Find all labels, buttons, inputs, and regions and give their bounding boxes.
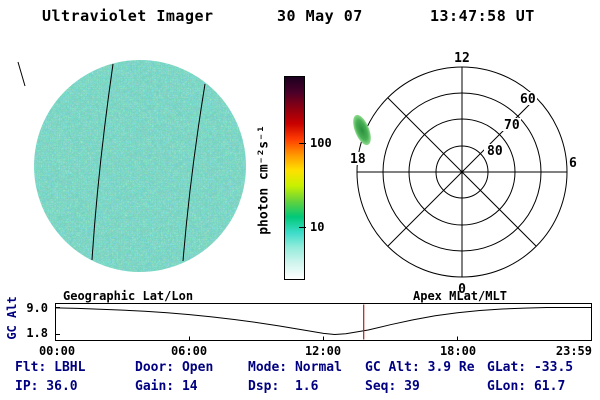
colorbar-tick-100: 100 bbox=[310, 136, 332, 150]
apex-polar-plot: 12 18 6 0 60 70 80 bbox=[350, 51, 577, 297]
mlat-label-80: 80 bbox=[487, 144, 503, 159]
colorbar-gradient bbox=[284, 76, 305, 280]
uv-disk-image bbox=[17, 60, 246, 272]
mlat-label-70: 70 bbox=[504, 118, 520, 133]
gc-alt-curve bbox=[55, 307, 592, 336]
ytick-9: 9.0 bbox=[26, 301, 48, 315]
xtick-0000: 00:00 bbox=[38, 344, 76, 358]
status-glon: GLon: 61.7 bbox=[487, 379, 566, 394]
status-mode: Mode: Normal bbox=[248, 360, 342, 375]
colorbar-tickmark-10 bbox=[299, 227, 306, 228]
meridian-line-2 bbox=[182, 83, 206, 262]
limb-tick-mark bbox=[17, 61, 26, 87]
xtick-1800: 18:00 bbox=[439, 344, 477, 358]
status-glat: GLat: -33.5 bbox=[487, 360, 574, 375]
header-date: 30 May 07 bbox=[277, 7, 363, 25]
gc-alt-chart bbox=[55, 303, 592, 341]
mlt-label-12: 12 bbox=[454, 51, 470, 66]
status-dsp: Dsp: 1.6 bbox=[248, 379, 319, 394]
auroral-emission-patch bbox=[353, 114, 371, 146]
app-title: Ultraviolet Imager bbox=[42, 7, 214, 25]
xtick-1200: 12:00 bbox=[304, 344, 342, 358]
status-ip: IP: 36.0 bbox=[15, 379, 78, 394]
status-gain: Gain: 14 bbox=[135, 379, 198, 394]
ytick-18: 1.8 bbox=[26, 326, 48, 340]
colorbar-tickmark-100 bbox=[299, 143, 306, 144]
mlt-label-0: 0 bbox=[458, 282, 466, 297]
mlt-label-18: 18 bbox=[350, 152, 366, 167]
colorbar-tick-10: 10 bbox=[310, 220, 325, 234]
mlt-label-6: 6 bbox=[569, 156, 577, 171]
xtick-2359: 23:59 bbox=[555, 344, 592, 358]
strip-right-title: Apex MLat/MLT bbox=[413, 289, 507, 303]
colorbar-units-label: photon cm⁻²s⁻¹ bbox=[256, 125, 272, 235]
status-gc-alt: GC Alt: 3.9 Re bbox=[365, 360, 475, 375]
axis-ticks bbox=[55, 307, 592, 340]
meridian-line-1 bbox=[91, 63, 114, 261]
header-time: 13:47:58 UT bbox=[430, 7, 535, 25]
strip-left-title: Geographic Lat/Lon bbox=[63, 289, 194, 303]
status-flt: Flt: LBHL bbox=[15, 360, 86, 375]
status-door: Door: Open bbox=[135, 360, 214, 375]
gc-alt-axis-label: GC Alt bbox=[5, 296, 19, 340]
status-seq: Seq: 39 bbox=[365, 379, 420, 394]
xtick-0600: 06:00 bbox=[170, 344, 208, 358]
earth-disk bbox=[34, 60, 246, 272]
mlat-label-60: 60 bbox=[520, 92, 536, 107]
